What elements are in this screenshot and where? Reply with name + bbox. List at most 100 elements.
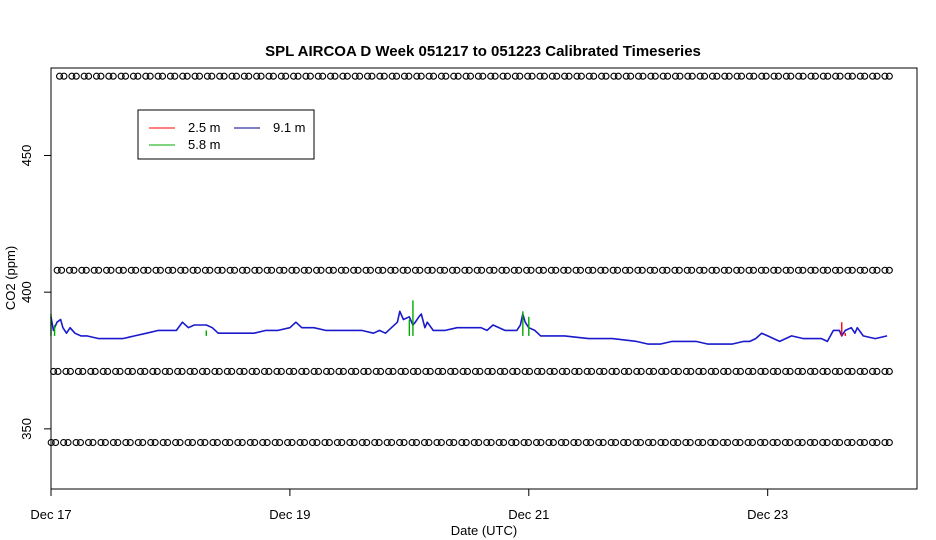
reference-marker (376, 72, 384, 80)
reference-marker (437, 438, 445, 447)
reference-marker (66, 367, 74, 375)
reference-marker (263, 438, 271, 447)
reference-marker (699, 438, 707, 447)
reference-marker (856, 72, 864, 80)
reference-marker (79, 367, 87, 375)
reference-marker (356, 72, 364, 80)
reference-marker (819, 266, 827, 274)
reference-marker (732, 367, 740, 375)
reference-marker (824, 72, 832, 80)
reference-marker (47, 438, 55, 447)
reference-marker (198, 367, 207, 375)
reference-marker (676, 72, 684, 80)
reference-marker (397, 367, 405, 375)
reference-marker (649, 438, 657, 447)
reference-marker (141, 367, 149, 375)
reference-marker (831, 266, 840, 274)
reference-marker (602, 72, 610, 80)
reference-marker (503, 72, 511, 80)
x-tick-label: Dec 17 (30, 507, 71, 522)
reference-marker (844, 266, 852, 274)
reference-marker (664, 72, 672, 80)
x-tick-label: Dec 21 (508, 507, 549, 522)
reference-marker (574, 438, 582, 447)
reference-marker (171, 72, 179, 80)
reference-marker (408, 438, 416, 447)
reference-marker (762, 72, 770, 80)
reference-marker (737, 266, 745, 274)
reference-marker (269, 72, 277, 80)
reference-marker (757, 367, 765, 375)
reference-marker (651, 266, 659, 274)
reference-marker (117, 72, 125, 80)
reference-marker (134, 72, 142, 80)
reference-marker (683, 266, 691, 274)
reference-marker (387, 266, 395, 274)
reference-marker (325, 438, 333, 447)
reference-marker (335, 367, 343, 375)
reference-marker (732, 438, 740, 447)
reference-marker (70, 266, 78, 274)
reference-marker (807, 266, 815, 274)
reference-marker (548, 72, 556, 80)
reference-marker (583, 367, 591, 375)
reference-marker (337, 266, 345, 274)
reference-marker (560, 266, 568, 274)
reference-marker (441, 266, 449, 274)
reference-marker (186, 367, 194, 375)
reference-marker (275, 266, 284, 274)
reference-marker (451, 367, 459, 375)
reference-marker (300, 266, 308, 274)
reference-marker (347, 367, 355, 375)
reference-marker (169, 266, 177, 274)
reference-marker (221, 438, 229, 447)
reference-marker (294, 72, 302, 80)
reference-marker (635, 72, 643, 80)
reference-marker (757, 266, 765, 274)
reference-marker (178, 367, 186, 375)
reference-marker (343, 72, 351, 80)
reference-marker (389, 367, 397, 375)
reference-marker (769, 367, 777, 375)
reference-marker (252, 367, 261, 375)
reference-marker (562, 438, 570, 447)
reference-marker (725, 72, 733, 80)
reference-marker (122, 438, 130, 447)
reference-marker (474, 72, 482, 80)
marker-layer (47, 72, 893, 447)
reference-marker (426, 367, 434, 375)
reference-marker (363, 438, 371, 447)
reference-marker (860, 438, 868, 447)
series-line-9-1-m (50, 310, 888, 345)
reference-marker (733, 266, 741, 274)
reference-marker (425, 438, 433, 447)
reference-marker (339, 367, 347, 375)
reference-marker (409, 367, 417, 375)
reference-marker (669, 438, 677, 447)
reference-marker (538, 367, 546, 375)
reference-marker (203, 367, 211, 375)
reference-marker (263, 266, 271, 274)
reference-marker (873, 266, 881, 274)
chart-title: SPL AIRCOA D Week 051217 to 051223 Calib… (265, 43, 701, 60)
reference-marker (499, 72, 507, 80)
reference-marker (80, 72, 88, 80)
reference-marker (807, 72, 815, 80)
reference-marker (375, 438, 383, 447)
reference-marker (885, 266, 893, 274)
reference-marker (712, 266, 720, 274)
reference-marker (502, 266, 510, 274)
reference-marker (806, 438, 814, 447)
reference-marker (869, 266, 877, 274)
reference-marker (68, 72, 76, 80)
reference-marker (265, 367, 273, 375)
x-tick-label: Dec 19 (269, 507, 310, 522)
reference-marker (411, 266, 420, 274)
reference-marker (539, 266, 547, 274)
reference-marker (589, 266, 597, 274)
reference-marker (670, 367, 678, 375)
reference-marker (794, 367, 802, 375)
reference-marker (342, 266, 350, 274)
reference-marker (176, 438, 184, 447)
reference-marker (321, 438, 329, 447)
